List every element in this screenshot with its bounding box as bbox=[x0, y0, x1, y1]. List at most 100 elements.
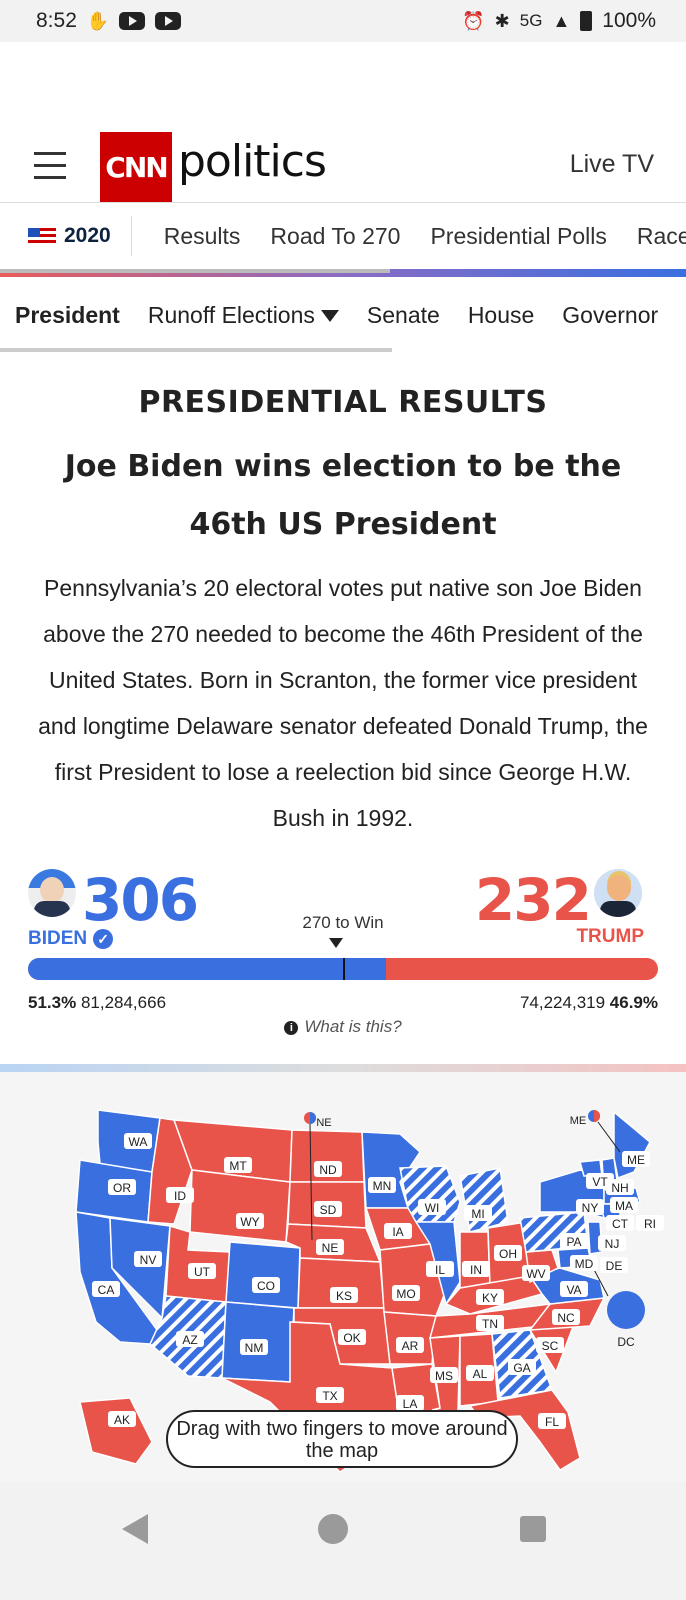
what-is-this-link[interactable]: i What is this? bbox=[0, 1017, 686, 1037]
state-label-me[interactable]: ME bbox=[627, 1153, 645, 1167]
nav-race[interactable]: Race bbox=[636, 222, 686, 249]
recent-apps-icon[interactable] bbox=[520, 1516, 546, 1542]
state-label-va[interactable]: VA bbox=[566, 1283, 581, 1297]
state-label-ma[interactable]: MA bbox=[615, 1199, 633, 1213]
state-label-fl[interactable]: FL bbox=[545, 1415, 559, 1429]
state-label-ne[interactable]: NE bbox=[322, 1241, 339, 1255]
state-label-mt[interactable]: MT bbox=[229, 1159, 247, 1173]
state-label-ct[interactable]: CT bbox=[612, 1217, 629, 1231]
state-label-ut[interactable]: UT bbox=[194, 1265, 211, 1279]
section-name[interactable]: politics bbox=[178, 136, 327, 187]
us-map[interactable]: WA OR CA NV ID MT WY UT CO AZ NM ND SD NE KS OK TX MN IA MO… bbox=[0, 1072, 686, 1482]
electoral-bar bbox=[28, 958, 658, 980]
race-nav-scroll-indicator bbox=[0, 348, 392, 352]
nav-results[interactable]: Results bbox=[163, 222, 241, 249]
nav-presidential-polls[interactable]: Presidential Polls bbox=[430, 222, 607, 249]
state-label-wy[interactable]: WY bbox=[240, 1215, 259, 1229]
state-label-bg bbox=[396, 1337, 424, 1353]
state-label-co[interactable]: CO bbox=[257, 1279, 275, 1293]
state-label-tx[interactable]: TX bbox=[322, 1389, 337, 1403]
cnn-logo[interactable]: CNN bbox=[100, 132, 172, 202]
status-time: 8:52 bbox=[36, 9, 77, 32]
state-label-ar[interactable]: AR bbox=[402, 1339, 419, 1353]
live-tv-link[interactable]: Live TV bbox=[569, 150, 654, 178]
state-label-bg bbox=[606, 1179, 634, 1195]
state-label-bg bbox=[384, 1223, 412, 1239]
battery-icon bbox=[580, 11, 593, 31]
state-label-ok[interactable]: OK bbox=[343, 1331, 360, 1345]
trump-popular: 74,224,319 46.9% bbox=[520, 993, 658, 1013]
state-label-nd[interactable]: ND bbox=[319, 1163, 337, 1177]
state-label-bg bbox=[538, 1413, 566, 1429]
state-label-mo[interactable]: MO bbox=[396, 1287, 415, 1301]
status-bar: 8:52 ✋ ⏰ ✱ 5G ▲ 100% bbox=[0, 0, 686, 42]
state-label-me-split[interactable]: ME bbox=[570, 1115, 587, 1127]
state-label-bg bbox=[134, 1251, 162, 1267]
state-label-sc[interactable]: SC bbox=[542, 1339, 559, 1353]
state-label-wa[interactable]: WA bbox=[129, 1135, 148, 1149]
us-flag-icon bbox=[28, 228, 56, 244]
year-label: 2020 bbox=[64, 224, 111, 247]
tab-president[interactable]: President bbox=[15, 301, 120, 328]
state-in bbox=[459, 1231, 491, 1289]
biden-name: BIDEN bbox=[28, 928, 88, 949]
state-label-in[interactable]: IN bbox=[470, 1263, 482, 1277]
electoral-bar-threshold bbox=[343, 958, 346, 980]
state-label-pa[interactable]: PA bbox=[566, 1235, 581, 1249]
state-label-ms[interactable]: MS bbox=[435, 1369, 453, 1383]
state-label-wv[interactable]: WV bbox=[526, 1267, 545, 1281]
state-label-ks[interactable]: KS bbox=[336, 1289, 352, 1303]
state-label-mi[interactable]: MI bbox=[471, 1207, 484, 1221]
menu-icon[interactable] bbox=[34, 152, 66, 180]
state-label-az[interactable]: AZ bbox=[182, 1333, 197, 1347]
back-icon[interactable] bbox=[122, 1514, 148, 1544]
state-label-nc[interactable]: NC bbox=[557, 1311, 575, 1325]
state-label-bg bbox=[476, 1289, 504, 1305]
state-label-ne-split[interactable]: NE bbox=[316, 1117, 331, 1129]
tab-house[interactable]: House bbox=[467, 301, 535, 328]
state-label-ca[interactable]: CA bbox=[98, 1283, 115, 1297]
trump-electoral-votes: 232 bbox=[474, 866, 592, 934]
tab-senate[interactable]: Senate bbox=[366, 301, 440, 328]
state-label-ia[interactable]: IA bbox=[392, 1225, 403, 1239]
tab-runoff-elections[interactable]: Runoff Elections bbox=[148, 302, 339, 329]
state-label-id[interactable]: ID bbox=[174, 1189, 186, 1203]
network-type: 5G bbox=[519, 11, 543, 30]
state-label-or[interactable]: OR bbox=[113, 1181, 131, 1195]
state-label-la[interactable]: LA bbox=[403, 1397, 418, 1411]
state-label-nv[interactable]: NV bbox=[140, 1253, 157, 1267]
state-label-ri[interactable]: RI bbox=[644, 1217, 656, 1231]
state-label-wi[interactable]: WI bbox=[425, 1201, 440, 1215]
state-label-bg bbox=[426, 1261, 454, 1277]
state-label-tn[interactable]: TN bbox=[482, 1317, 498, 1331]
state-label-de[interactable]: DE bbox=[606, 1259, 623, 1273]
youtube-icon bbox=[119, 12, 146, 30]
state-label-nh[interactable]: NH bbox=[611, 1181, 628, 1195]
state-label-ak[interactable]: AK bbox=[114, 1413, 130, 1427]
tab-governor[interactable]: Governor bbox=[562, 301, 659, 328]
state-label-bg bbox=[316, 1387, 344, 1403]
state-label-bg bbox=[124, 1133, 152, 1149]
nav-road-to-270[interactable]: Road To 270 bbox=[270, 222, 401, 249]
state-label-al[interactable]: AL bbox=[473, 1367, 488, 1381]
state-label-dc[interactable]: DC bbox=[617, 1335, 635, 1349]
state-dc bbox=[607, 1291, 645, 1329]
state-label-bg bbox=[338, 1329, 366, 1345]
state-label-sd[interactable]: SD bbox=[320, 1203, 337, 1217]
state-label-ny[interactable]: NY bbox=[582, 1201, 599, 1215]
state-label-nm[interactable]: NM bbox=[245, 1341, 264, 1355]
state-label-vt[interactable]: VT bbox=[592, 1175, 608, 1189]
state-label-md[interactable]: MD bbox=[575, 1257, 594, 1271]
home-icon[interactable] bbox=[318, 1514, 348, 1544]
what-is-this-label: What is this? bbox=[304, 1017, 402, 1036]
state-label-il[interactable]: IL bbox=[435, 1263, 445, 1277]
state-label-oh[interactable]: OH bbox=[499, 1247, 517, 1261]
state-label-bg bbox=[108, 1179, 136, 1195]
state-label-nj[interactable]: NJ bbox=[605, 1237, 620, 1251]
year-tab[interactable]: 2020 bbox=[0, 216, 132, 256]
state-label-ky[interactable]: KY bbox=[482, 1291, 498, 1305]
alarm-icon: ⏰ bbox=[462, 10, 485, 31]
state-label-mn[interactable]: MN bbox=[373, 1179, 392, 1193]
electoral-bar-biden bbox=[28, 958, 387, 980]
state-label-ga[interactable]: GA bbox=[513, 1361, 530, 1375]
